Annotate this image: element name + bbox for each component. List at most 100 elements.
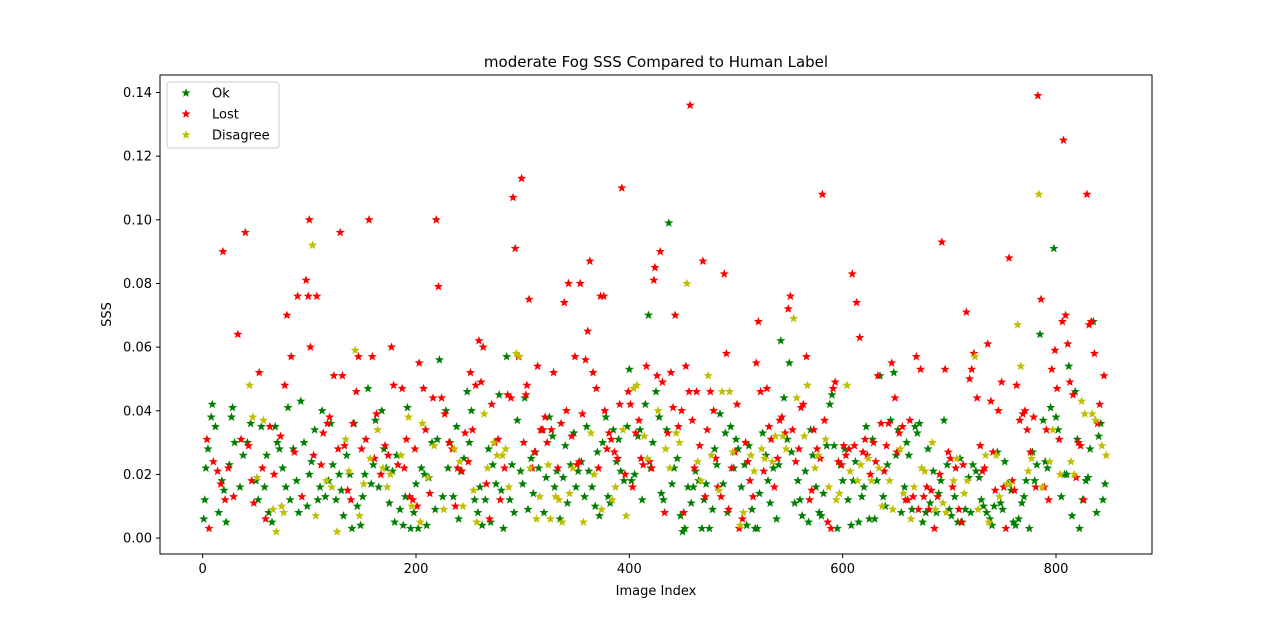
data-point-lost (773, 453, 783, 463)
data-point-ok (850, 456, 861, 466)
data-point-ok (1070, 386, 1080, 396)
data-point-disagree (535, 491, 545, 501)
data-point-disagree (693, 456, 703, 466)
data-point-disagree (952, 453, 962, 463)
data-point-lost (641, 361, 651, 371)
data-point-lost (673, 421, 683, 431)
data-point-disagree (268, 504, 278, 514)
data-point-lost (986, 396, 996, 406)
data-point-lost (951, 463, 961, 472)
data-point-lost (817, 189, 827, 199)
data-point-lost (677, 405, 687, 415)
x-tick-label: 200 (404, 562, 429, 577)
data-point-disagree (415, 517, 425, 527)
data-point-ok (1094, 431, 1104, 441)
legend-marker-ok (181, 88, 191, 97)
data-point-ok (569, 428, 579, 437)
data-point-lost (399, 463, 409, 472)
data-point-ok (1051, 412, 1061, 422)
data-point-lost (961, 307, 971, 316)
data-point-ok (742, 520, 752, 530)
data-point-ok (304, 469, 314, 479)
data-point-lost (819, 415, 830, 425)
data-point-lost (386, 342, 397, 352)
data-point-ok (413, 523, 423, 533)
data-point-ok (923, 444, 933, 453)
data-point-lost (593, 463, 603, 472)
data-point-lost (1015, 415, 1025, 425)
data-point-lost (839, 440, 849, 450)
data-point-disagree (489, 437, 499, 447)
data-point-disagree (365, 453, 375, 463)
data-point-disagree (930, 504, 941, 514)
data-point-lost (719, 269, 729, 278)
data-point-lost (785, 291, 795, 301)
data-point-disagree (1037, 482, 1047, 492)
data-point-ok (1067, 511, 1077, 520)
data-point-disagree (792, 393, 802, 402)
data-point-lost (926, 485, 936, 495)
data-point-lost (1086, 316, 1096, 326)
data-point-ok (462, 386, 472, 396)
data-point-ok (598, 437, 608, 447)
data-point-ok (320, 491, 330, 501)
data-point-lost (474, 335, 484, 345)
data-point-ok (547, 431, 558, 441)
data-point-lost (623, 386, 633, 396)
data-point-lost (204, 523, 214, 533)
data-point-ok (1010, 520, 1021, 530)
data-point-ok (214, 507, 224, 517)
data-point-lost (444, 437, 454, 447)
data-point-ok (409, 507, 419, 517)
data-point-lost (487, 399, 497, 409)
data-point-ok (771, 514, 782, 523)
x-axis-label: Image Index (616, 584, 697, 599)
data-point-ok (942, 460, 952, 469)
data-point-disagree (909, 482, 919, 492)
data-point-lost (437, 393, 447, 402)
data-point-lost (519, 437, 529, 447)
data-point-lost (1022, 425, 1032, 434)
data-point-ok (808, 450, 818, 460)
data-point-ok (206, 412, 216, 422)
data-point-disagree (327, 482, 337, 492)
data-point-lost (1082, 189, 1092, 199)
data-point-lost (333, 444, 343, 453)
data-point-lost (905, 415, 915, 425)
legend-marker-lost (181, 109, 191, 118)
data-point-lost (405, 491, 415, 501)
data-point-lost (849, 440, 859, 450)
data-point-lost (860, 434, 870, 444)
data-point-ok (992, 447, 1002, 457)
data-point-lost (397, 383, 407, 393)
data-point-lost (421, 425, 431, 434)
data-point-disagree (802, 380, 813, 390)
data-point-disagree (917, 463, 927, 472)
data-point-lost (1054, 434, 1064, 444)
data-point-disagree (746, 450, 756, 460)
data-point-ok (838, 476, 848, 485)
data-point-ok (1038, 415, 1048, 425)
data-point-lost (1029, 412, 1039, 422)
data-point-lost (236, 434, 246, 444)
y-axis-ticks: 0.00 0.02 0.04 0.06 0.08 0.10 0.12 0.14 (123, 86, 160, 547)
data-point-ok (582, 421, 592, 431)
data-point-disagree (525, 463, 535, 472)
data-point-lost (261, 514, 271, 523)
data-point-disagree (728, 447, 738, 457)
data-point-lost (666, 367, 676, 377)
data-point-ok (731, 434, 741, 444)
data-point-ok (763, 476, 773, 485)
data-point-ok (1072, 434, 1082, 444)
data-point-ok (790, 498, 800, 507)
data-point-disagree (853, 476, 863, 485)
data-point-lost (412, 501, 422, 511)
data-point-lost (711, 453, 721, 463)
data-point-ok (672, 453, 682, 463)
data-point-ok (259, 482, 270, 492)
data-point-lost (828, 383, 838, 393)
data-point-lost (979, 463, 990, 472)
data-point-ok (840, 444, 850, 453)
data-point-ok (1035, 329, 1045, 339)
